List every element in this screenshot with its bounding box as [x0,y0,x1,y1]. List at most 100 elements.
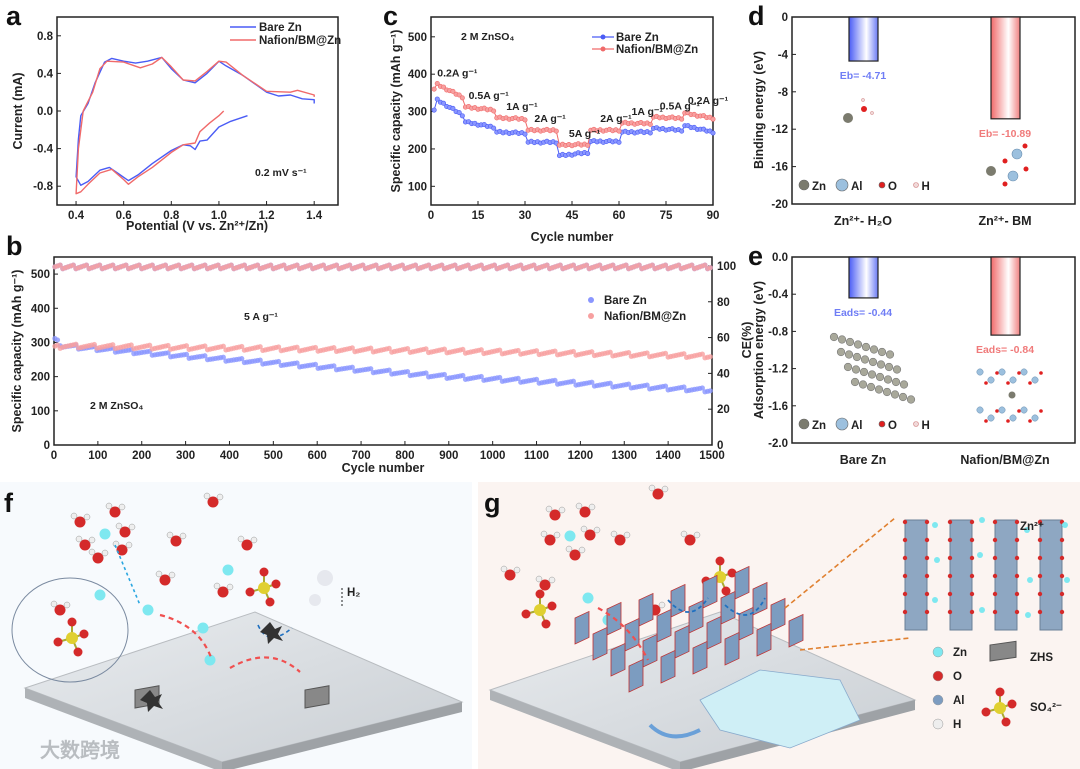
water-hydrogen [588,503,596,511]
f-slab-edge [25,688,222,769]
water-oxygen [79,539,91,551]
b-capacity-point [589,349,595,355]
b-capacity-point [110,342,116,348]
o-atom [1037,537,1043,543]
e-category-label-0: Bare Zn [840,453,887,467]
water-hydrogen [226,583,234,591]
e-legend-label-H: H [922,420,930,432]
water-hydrogen [125,541,133,549]
b-ce-point [307,262,313,268]
water-oxygen [504,569,516,581]
zn-surface-atom [874,385,884,394]
c-data-point [679,128,685,134]
o-atom [969,609,975,615]
b-capacity-point [497,347,503,353]
o-atom [969,555,975,561]
b-capacity-point [497,374,503,381]
zoom-line [799,637,911,651]
b-ce-point [583,262,590,268]
zn-surface-atom [867,370,877,379]
zn-surface-atom [898,392,908,402]
b-ce-point [162,262,169,268]
b-xtick-label: 400 [220,450,239,462]
panel-label-a: a [6,1,22,31]
c-ytick-label: 100 [408,181,427,193]
b-capacity-point [423,370,429,376]
so4-sulfur [66,632,78,644]
g-repel-arrow [667,597,709,613]
o-atom [924,591,930,597]
b-capacity-point [312,361,319,367]
b-ytick-label: 100 [717,261,736,273]
b-capacity-point [312,344,319,351]
zn-ion [222,564,234,576]
e-ytick-label: -1.2 [768,364,788,376]
water-oxygen [207,496,219,508]
b-capacity-point [368,345,374,351]
o-atom [1037,609,1043,615]
so4-oxygen [79,629,89,639]
h-atom [861,98,865,102]
d-ytick-label: 0 [782,12,788,24]
d-ylabel: Binding energy (eV) [752,51,766,169]
o-atom [1006,381,1010,385]
b-capacity-point [662,383,669,389]
so4-oxygen [727,568,737,578]
b-capacity-point [183,343,190,349]
c-ytick-label: 400 [408,69,427,81]
b-ce-point [294,262,300,268]
b-capacity-point [607,349,613,355]
water-hydrogen [545,505,553,513]
al-atom [1011,148,1023,160]
so4-oxygen [67,617,77,627]
zn-ion [1064,577,1070,583]
b-capacity-point [644,350,650,356]
o-atom [1014,537,1020,543]
c-legend-marker-0 [600,34,606,40]
zn-surface-atom [877,347,887,357]
b-ytick-label: 0 [44,440,50,452]
b-capacity-point [570,348,576,355]
zhs-flake [304,685,330,709]
e-value-label-1: Eads= -0.84 [976,344,1034,356]
c-data-point [679,116,685,122]
water-hydrogen [680,530,688,538]
h2-bubble [317,570,333,586]
al-atom [1007,170,1019,182]
water-hydrogen [63,601,71,609]
o-atom [947,573,953,579]
water-hydrogen [50,600,58,608]
o-atom [947,555,953,561]
b-capacity-point [707,388,713,394]
b-capacity-point [460,372,466,379]
zn-surface-atom [844,350,854,359]
water-oxygen [74,516,86,528]
c-rate-label: 0.5A g⁻¹ [469,90,510,102]
e-legend-marker-Al [835,417,849,431]
panel-label-d: d [748,1,765,31]
water-hydrogen [168,571,176,579]
water-hydrogen [75,535,83,543]
zn-surface-atom [837,335,847,344]
b-ce-point [373,262,379,268]
o-atom [924,573,930,579]
c-xtick-label: 15 [472,210,485,222]
a-xtick-label: 1.0 [211,210,227,222]
b-ce-point [491,262,498,268]
water-oxygen [241,539,253,551]
bm-nanosheet [752,581,768,616]
b-ce-point [189,262,195,268]
b-capacity-point [349,364,355,370]
b-capacity-point [294,360,300,366]
o-atom [1059,591,1065,597]
b-ce-point [439,262,445,268]
b-ce-point [241,262,247,268]
zn-surface-atom [891,377,901,387]
bm-nanosheet [770,597,786,632]
b-xtick-label: 1400 [655,450,681,462]
c-data-point [553,128,559,134]
a-ytick-label: 0.4 [37,68,54,80]
water-oxygen [109,506,121,518]
b-xtick-label: 900 [439,450,458,462]
bm-nanosheet [624,617,640,652]
